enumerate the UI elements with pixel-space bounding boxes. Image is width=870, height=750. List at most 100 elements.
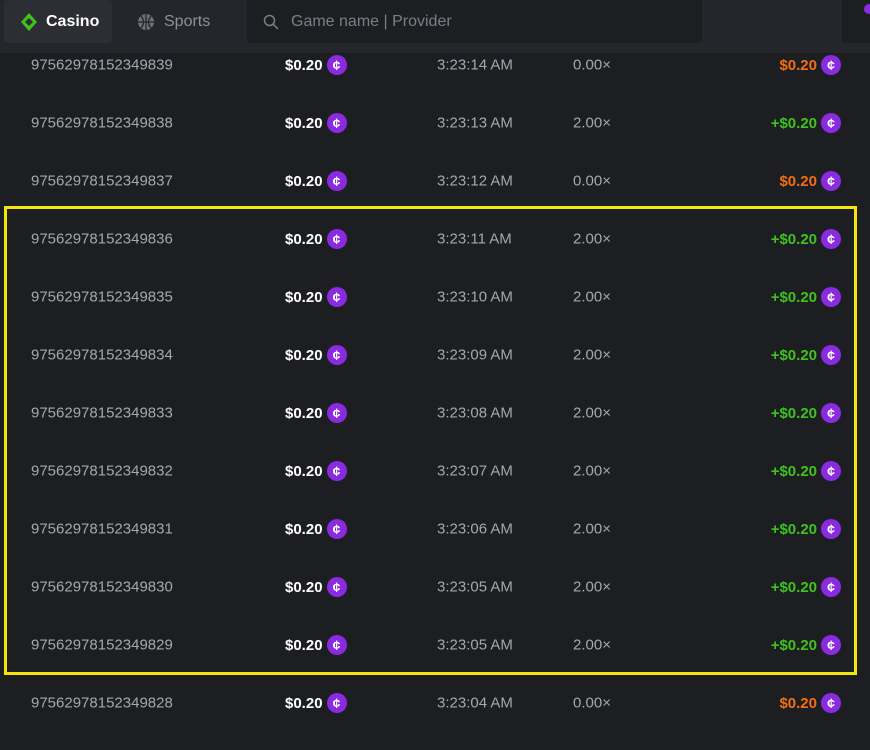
coin-icon: ¢ bbox=[326, 113, 347, 133]
table-row[interactable]: 97562978152349835 $0.20 ¢ 3:23:10 AM 2.00… bbox=[0, 268, 870, 326]
bet-amount-value: $0.20 bbox=[285, 230, 323, 248]
bet-amount: $0.20 ¢ bbox=[285, 287, 347, 307]
payout-value: +$0.20 bbox=[770, 288, 817, 306]
search-icon bbox=[263, 14, 279, 30]
bet-id[interactable]: 97562978152349829 bbox=[31, 636, 173, 654]
bet-id[interactable]: 97562978152349837 bbox=[31, 172, 173, 190]
payout: +$0.20 ¢ bbox=[771, 345, 841, 365]
bet-amount-value: $0.20 bbox=[285, 636, 323, 654]
table-row[interactable]: 97562978152349837 $0.20 ¢ 3:23:12 AM 0.00… bbox=[0, 152, 870, 210]
coin-icon: ¢ bbox=[821, 113, 841, 133]
payout: +$0.20 ¢ bbox=[771, 113, 841, 133]
payout-value: +$0.20 bbox=[770, 636, 817, 654]
coin-icon: ¢ bbox=[326, 287, 347, 307]
bet-amount: $0.20 ¢ bbox=[285, 229, 347, 249]
bet-amount: $0.20 ¢ bbox=[285, 403, 347, 423]
table-row[interactable]: 97562978152349829 $0.20 ¢ 3:23:05 AM 2.00… bbox=[0, 616, 870, 674]
basketball-icon bbox=[138, 13, 154, 30]
payout: +$0.20 ¢ bbox=[771, 635, 841, 655]
payout-value: $0.20 bbox=[779, 56, 817, 74]
bet-amount-value: $0.20 bbox=[285, 404, 323, 422]
bet-time: 3:23:05 AM bbox=[437, 578, 513, 596]
bet-id[interactable]: 97562978152349831 bbox=[31, 520, 173, 538]
bet-amount-value: $0.20 bbox=[285, 462, 323, 480]
payout: +$0.20 ¢ bbox=[771, 519, 841, 539]
bet-id[interactable]: 97562978152349834 bbox=[31, 346, 173, 364]
bet-amount: $0.20 ¢ bbox=[285, 345, 347, 365]
bet-amount-value: $0.20 bbox=[285, 56, 323, 74]
bet-id[interactable]: 97562978152349832 bbox=[31, 462, 173, 480]
bet-time: 3:23:10 AM bbox=[437, 288, 513, 306]
bet-amount: $0.20 ¢ bbox=[285, 461, 347, 481]
tab-sports[interactable]: Sports bbox=[136, 0, 210, 43]
payout: +$0.20 ¢ bbox=[771, 229, 841, 249]
coin-icon: ¢ bbox=[326, 171, 347, 191]
multiplier: 2.00× bbox=[573, 114, 611, 132]
bet-amount: $0.20 ¢ bbox=[285, 55, 347, 75]
coin-icon: ¢ bbox=[821, 55, 841, 75]
bet-id[interactable]: 97562978152349828 bbox=[31, 694, 173, 712]
bet-amount-value: $0.20 bbox=[285, 114, 323, 132]
search-input[interactable]: Game name | Provider bbox=[247, 0, 702, 43]
payout-value: $0.20 bbox=[779, 172, 817, 190]
multiplier: 2.00× bbox=[573, 346, 611, 364]
table-row[interactable]: 97562978152349830 $0.20 ¢ 3:23:05 AM 2.00… bbox=[0, 558, 870, 616]
payout: +$0.20 ¢ bbox=[771, 577, 841, 597]
bet-id[interactable]: 97562978152349833 bbox=[31, 404, 173, 422]
multiplier: 0.00× bbox=[573, 56, 611, 74]
payout-value: +$0.20 bbox=[770, 520, 817, 538]
payout-value: +$0.20 bbox=[770, 578, 817, 596]
payout: +$0.20 ¢ bbox=[771, 461, 841, 481]
bet-id[interactable]: 97562978152349835 bbox=[31, 288, 173, 306]
bet-amount-value: $0.20 bbox=[285, 288, 323, 306]
payout: $0.20 ¢ bbox=[779, 693, 841, 713]
bet-time: 3:23:12 AM bbox=[437, 172, 513, 190]
table-row[interactable]: 97562978152349828 $0.20 ¢ 3:23:04 AM 0.00… bbox=[0, 674, 870, 732]
payout: $0.20 ¢ bbox=[779, 171, 841, 191]
casino-diamond-icon bbox=[21, 12, 37, 31]
bet-id[interactable]: 97562978152349838 bbox=[31, 114, 173, 132]
multiplier: 2.00× bbox=[573, 288, 611, 306]
bet-history-list: 97562978152349839 $0.20 ¢ 3:23:14 AM 0.00… bbox=[0, 36, 870, 732]
payout: +$0.20 ¢ bbox=[771, 287, 841, 307]
multiplier: 0.00× bbox=[573, 172, 611, 190]
coin-icon: ¢ bbox=[821, 287, 841, 307]
bet-id[interactable]: 97562978152349836 bbox=[31, 230, 173, 248]
table-row[interactable]: 97562978152349839 $0.20 ¢ 3:23:14 AM 0.00… bbox=[0, 36, 870, 94]
bet-amount: $0.20 ¢ bbox=[285, 693, 347, 713]
bet-id[interactable]: 97562978152349830 bbox=[31, 578, 173, 596]
bet-id[interactable]: 97562978152349839 bbox=[31, 56, 173, 74]
bet-amount-value: $0.20 bbox=[285, 694, 323, 712]
coin-icon: ¢ bbox=[326, 403, 347, 423]
bet-time: 3:23:06 AM bbox=[437, 520, 513, 538]
bet-time: 3:23:08 AM bbox=[437, 404, 513, 422]
tab-casino[interactable]: Casino bbox=[4, 0, 112, 43]
bet-amount-value: $0.20 bbox=[285, 346, 323, 364]
bet-amount: $0.20 ¢ bbox=[285, 113, 347, 133]
coin-icon: ¢ bbox=[326, 345, 347, 365]
multiplier: 2.00× bbox=[573, 230, 611, 248]
coin-icon: ¢ bbox=[326, 635, 347, 655]
bet-time: 3:23:13 AM bbox=[437, 114, 513, 132]
table-row[interactable]: 97562978152349831 $0.20 ¢ 3:23:06 AM 2.00… bbox=[0, 500, 870, 558]
table-row[interactable]: 97562978152349838 $0.20 ¢ 3:23:13 AM 2.00… bbox=[0, 94, 870, 152]
table-row[interactable]: 97562978152349833 $0.20 ¢ 3:23:08 AM 2.00… bbox=[0, 384, 870, 442]
coin-icon: ¢ bbox=[326, 693, 347, 713]
bet-amount-value: $0.20 bbox=[285, 172, 323, 190]
bet-time: 3:23:04 AM bbox=[437, 694, 513, 712]
table-row[interactable]: 97562978152349832 $0.20 ¢ 3:23:07 AM 2.00… bbox=[0, 442, 870, 500]
payout-value: $0.20 bbox=[779, 694, 817, 712]
table-row[interactable]: 97562978152349836 $0.20 ¢ 3:23:11 AM 2.00… bbox=[0, 210, 870, 268]
bet-amount: $0.20 ¢ bbox=[285, 577, 347, 597]
coin-icon: ¢ bbox=[326, 519, 347, 539]
multiplier: 2.00× bbox=[573, 520, 611, 538]
bet-time: 3:23:05 AM bbox=[437, 636, 513, 654]
bet-amount-value: $0.20 bbox=[285, 578, 323, 596]
payout-value: +$0.20 bbox=[770, 346, 817, 364]
coin-icon: ¢ bbox=[326, 461, 347, 481]
coin-icon: ¢ bbox=[821, 403, 841, 423]
tab-casino-label: Casino bbox=[46, 12, 100, 30]
coin-icon: ¢ bbox=[821, 519, 841, 539]
coin-icon: ¢ bbox=[821, 461, 841, 481]
table-row[interactable]: 97562978152349834 $0.20 ¢ 3:23:09 AM 2.00… bbox=[0, 326, 870, 384]
